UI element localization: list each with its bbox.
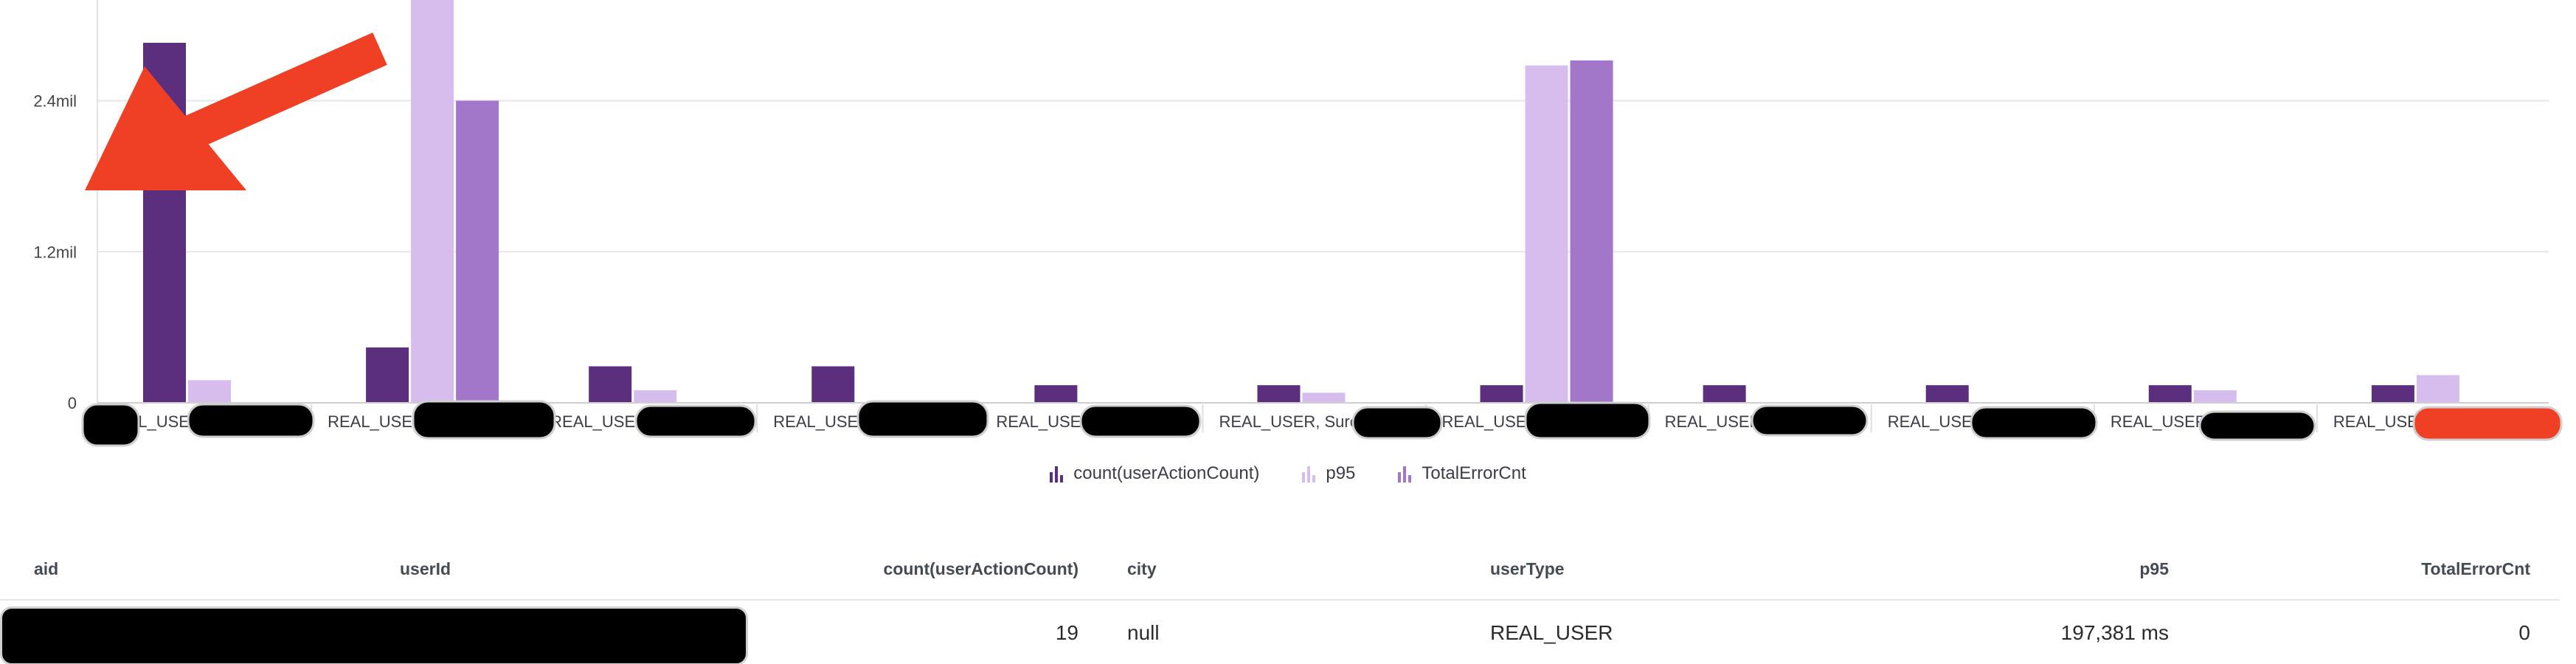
bar <box>366 347 409 403</box>
x-axis: REAL_USER REAL_USER REAL_USER REAL_USER, REA… <box>97 402 2549 432</box>
bar <box>1034 385 1078 403</box>
legend-label: TotalErrorCnt <box>1422 463 1526 483</box>
bar <box>2193 390 2237 403</box>
redacted-cell <box>0 606 748 664</box>
legend-label: count(userActionCount) <box>1073 463 1260 483</box>
redaction <box>634 404 757 438</box>
column-header-totalerrorcnt[interactable]: TotalErrorCnt <box>2421 559 2530 578</box>
bar <box>2416 375 2459 403</box>
bar <box>1525 65 1568 403</box>
redaction <box>2198 410 2316 441</box>
column-header-aid[interactable]: aid <box>34 559 59 578</box>
arrow-head <box>85 66 246 190</box>
y-tick-label: 0 <box>68 394 77 412</box>
data-table: aid userId count(userActionCount) city u… <box>0 546 2560 664</box>
bar-chart-icon <box>1398 465 1412 483</box>
bar <box>634 390 677 403</box>
redaction <box>1351 406 1443 440</box>
bar <box>1302 392 1346 403</box>
cell-usertype: REAL_USER <box>1490 621 1613 644</box>
table-row[interactable]: 19 null REAL_USER 197,381 ms 0 <box>0 601 2560 664</box>
redaction <box>187 403 315 438</box>
legend: count(userActionCount) p95 TotalErrorCnt <box>0 463 2576 484</box>
cell-count: 19 <box>1055 621 1078 644</box>
table-header: aid userId count(userActionCount) city u… <box>0 546 2560 601</box>
redaction <box>412 400 556 440</box>
legend-item-p95[interactable]: p95 <box>1302 463 1355 484</box>
x-tick-label: REAL_USER <box>328 412 424 431</box>
x-tick-label: REAL_USER <box>2111 412 2207 431</box>
bar-chart-icon <box>1302 465 1316 483</box>
redactions <box>81 400 2563 447</box>
bar <box>2371 385 2414 403</box>
redaction <box>1524 401 1651 440</box>
y-tick-label: 2.4mil <box>33 92 77 111</box>
bar <box>811 366 855 403</box>
column-header-count[interactable]: count(userActionCount) <box>883 559 1078 578</box>
bar <box>1570 60 1613 404</box>
column-header-usertype[interactable]: userType <box>1490 559 1565 578</box>
cell-p95: 197,381 ms <box>2060 621 2169 644</box>
bar <box>1925 385 1969 403</box>
x-tick-label: REAL_USER <box>996 412 1093 431</box>
cell-city: null <box>1127 621 1160 644</box>
x-tick-label: REAL_USER <box>1888 412 1984 431</box>
column-header-p95[interactable]: p95 <box>2139 559 2169 578</box>
bar-chart-icon <box>1050 465 1064 483</box>
bar <box>188 380 231 403</box>
arrow-shaft <box>173 32 387 153</box>
x-tick-label: REAL_USER <box>1665 412 1762 431</box>
bar <box>456 100 499 403</box>
annotation-arrow <box>85 32 387 190</box>
bar-chart: 0 1.2mil 2.4mil REAL_USER REAL_USER REAL_USE… <box>33 0 2563 447</box>
x-tick-label: REAL_USER <box>550 412 647 431</box>
y-tick-label: 1.2mil <box>33 243 77 261</box>
cell-totalerrorcnt: 0 <box>2518 621 2530 644</box>
bar <box>411 0 454 403</box>
x-tick-label: REAL_USER <box>1442 412 1539 431</box>
bar <box>1257 385 1301 403</box>
redaction <box>1751 404 1869 437</box>
legend-item-totalerrorcnt[interactable]: TotalErrorCnt <box>1398 463 1526 484</box>
bar <box>2148 385 2192 403</box>
redaction <box>81 403 140 447</box>
column-header-userid[interactable]: userId <box>400 559 451 578</box>
redaction <box>1079 404 1202 438</box>
legend-label: p95 <box>1326 463 1356 483</box>
y-axis: 0 1.2mil 2.4mil <box>33 0 98 412</box>
bar <box>1703 385 1746 403</box>
legend-item-count[interactable]: count(userActionCount) <box>1050 463 1259 484</box>
bar <box>589 366 632 403</box>
redaction <box>856 400 989 438</box>
bars <box>143 0 2459 404</box>
column-header-city[interactable]: city <box>1127 559 1157 578</box>
x-tick-label: REAL_USER, Sures <box>1219 412 1367 431</box>
redaction <box>2412 406 2563 441</box>
bar <box>1480 385 1523 403</box>
redaction <box>1970 406 2098 440</box>
